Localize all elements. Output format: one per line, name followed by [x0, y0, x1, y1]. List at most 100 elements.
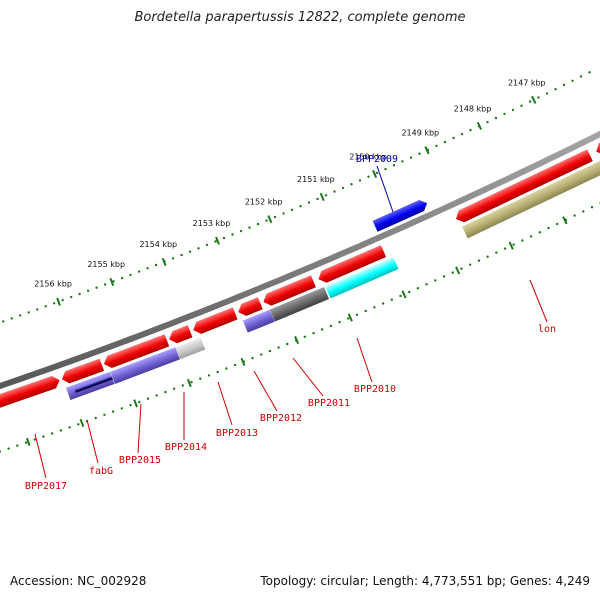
ruler-dot — [381, 302, 385, 305]
leader-line-fabg — [86, 419, 99, 464]
ruler-label: 2147 kbp — [508, 78, 546, 87]
ruler-major-tick — [372, 169, 378, 179]
gene-label-bpp2011[interactable]: BPP2011 — [308, 398, 350, 409]
gene-bar-bpp2015-red[interactable] — [102, 334, 170, 370]
ruler-major-tick — [79, 418, 85, 428]
ruler-major-tick — [267, 215, 273, 224]
feature-bar-bpp2011[interactable] — [269, 287, 330, 322]
leader-line-bpp2013 — [217, 381, 233, 426]
gene-bar-lon[interactable] — [453, 149, 593, 224]
gene-bar-bpp2015-red-shape[interactable] — [102, 334, 170, 370]
ruler-dot — [452, 136, 455, 140]
gene-label-fabg[interactable]: fabG — [89, 466, 113, 477]
ruler-dot — [146, 397, 150, 400]
feature-bar-bpp2014-shape[interactable] — [175, 337, 206, 360]
ruler-major-tick — [424, 146, 430, 155]
ruler-dot — [181, 384, 184, 387]
feature-bar-lon-shape[interactable] — [462, 160, 600, 239]
accession-text: Accession: NC_002928 — [10, 574, 147, 588]
feature-bar-bpp2011-shape[interactable] — [269, 287, 330, 322]
feature-bar-fabg-inner[interactable] — [74, 376, 113, 393]
ruler-dot — [495, 251, 498, 254]
ruler-dot — [111, 410, 115, 413]
ruler-dot — [329, 324, 333, 328]
ruler-dot — [190, 380, 193, 384]
ruler-major-tick — [109, 277, 115, 287]
gene-bar-bpp2014-red[interactable] — [167, 325, 193, 345]
ruler-dot — [416, 287, 420, 290]
gene-bar-fabg[interactable] — [60, 358, 105, 386]
feature-bar-bpp2010-shape[interactable] — [325, 257, 399, 299]
ruler-dot — [341, 186, 345, 190]
ruler-dot — [199, 377, 202, 380]
gene-bar-bpp2010-red[interactable] — [316, 245, 387, 285]
gene-bar-bpp2017-shape[interactable] — [0, 374, 62, 413]
leader-line-bpp2015 — [137, 403, 142, 454]
feature-bar-bpp2010[interactable] — [325, 257, 399, 299]
ruler-dot — [408, 290, 411, 294]
ruler-major-tick — [25, 437, 31, 446]
gene-bar-lon-shape[interactable] — [453, 149, 593, 224]
gene-bar-fabg-shape[interactable] — [60, 358, 105, 386]
ruler-dot — [286, 342, 289, 346]
ruler-dot — [338, 321, 341, 324]
ruler-dot — [19, 314, 22, 317]
feature-bar-fabg-inner-shape[interactable] — [74, 376, 113, 393]
ruler-dot — [231, 233, 234, 236]
ruler-dot — [53, 302, 56, 305]
gene-bar-bpp2013[interactable] — [191, 307, 238, 336]
gene-label-lon[interactable]: lon — [538, 324, 556, 335]
ruler-dot — [321, 328, 324, 331]
gene-bar-bpp2009-shape[interactable] — [372, 198, 430, 232]
ruler-dot — [460, 132, 464, 136]
genome-backbone — [0, 130, 600, 390]
gene-bar-bpp2011-red[interactable] — [261, 275, 316, 308]
gene-label-bpp2009[interactable]: BPP2009 — [356, 154, 398, 165]
feature-bar-bpp2014[interactable] — [175, 337, 206, 360]
ruler-dot — [562, 83, 566, 87]
gene-bar-bpp2012[interactable] — [236, 297, 263, 318]
gene-label-bpp2012[interactable]: BPP2012 — [260, 413, 302, 424]
ruler-dot — [409, 156, 413, 159]
ruler-major-tick — [319, 192, 325, 201]
ruler-dot — [33, 438, 36, 441]
gene-label-bpp2017[interactable]: BPP2017 — [25, 481, 67, 492]
ruler-dot — [155, 394, 158, 397]
ruler-dot — [171, 257, 175, 260]
gene-bar-bpp2017[interactable] — [0, 374, 62, 413]
feature-bar-bpp2015[interactable] — [110, 347, 180, 384]
feature-bar-lon[interactable] — [462, 160, 600, 239]
gene-bar-bpp2011-red-shape[interactable] — [261, 275, 316, 308]
ruler-dot — [120, 276, 124, 280]
gene-label-bpp2015[interactable]: BPP2015 — [119, 455, 161, 466]
ruler-dot — [324, 194, 328, 197]
ruler-dot — [103, 283, 107, 286]
gene-bar-bpp2014-red-shape[interactable] — [167, 325, 193, 345]
feature-bar-bpp2012[interactable] — [242, 309, 275, 333]
gene-bar-bpp2009[interactable] — [372, 198, 430, 232]
ruler-dot — [434, 279, 437, 282]
gene-label-bpp2014[interactable]: BPP2014 — [165, 442, 207, 453]
ruler-dot — [299, 205, 302, 208]
ruler-dot — [164, 390, 167, 394]
ruler-dot — [503, 247, 507, 250]
ruler-dot — [260, 353, 263, 356]
ruler-dot — [129, 273, 132, 277]
gene-bar-bpp2013-shape[interactable] — [191, 307, 238, 336]
feature-bar-bpp2012-shape[interactable] — [242, 309, 275, 333]
leader-line-lon — [529, 279, 548, 323]
gene-bar-bpp2010-red-shape[interactable] — [316, 245, 387, 285]
ruler-dot — [137, 270, 141, 273]
ruler-dot — [520, 104, 523, 108]
ruler-dot — [265, 219, 268, 222]
gene-bar-bpp2012-shape[interactable] — [236, 297, 263, 318]
gene-label-bpp2010[interactable]: BPP2010 — [354, 384, 396, 395]
ruler-major-tick — [476, 121, 483, 130]
ruler-dot — [95, 286, 98, 289]
gene-label-bpp2013[interactable]: BPP2013 — [216, 428, 258, 439]
feature-bar-bpp2015-shape[interactable] — [110, 347, 180, 384]
ruler-dot — [451, 271, 454, 274]
ruler-dot — [486, 120, 489, 124]
ruler-dot — [401, 160, 404, 163]
ruler-dot — [307, 201, 311, 204]
